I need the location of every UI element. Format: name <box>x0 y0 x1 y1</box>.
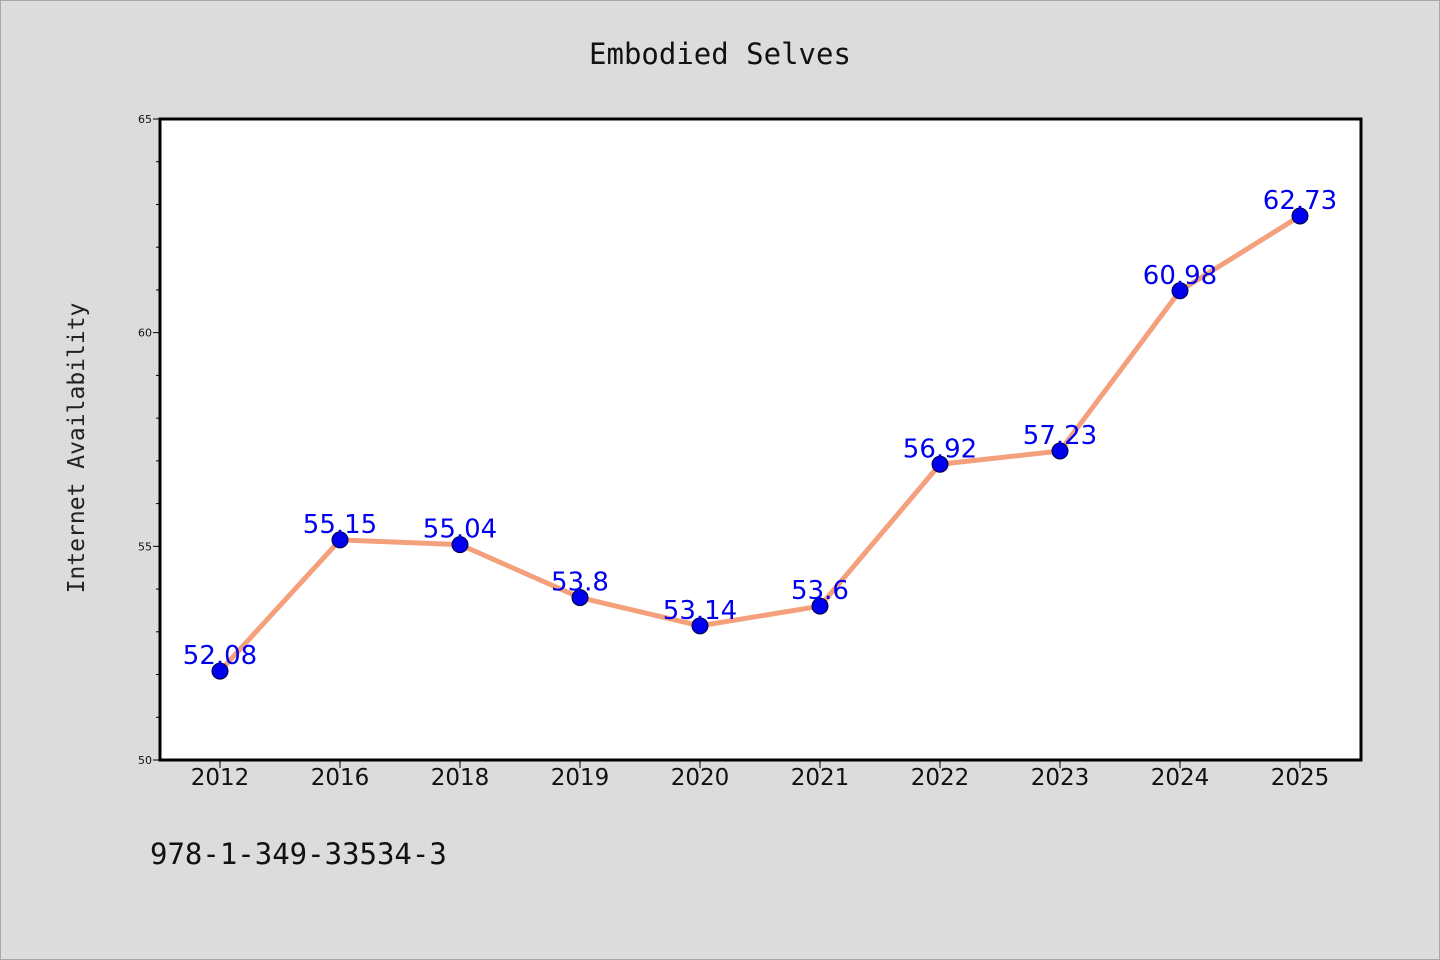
data-point <box>451 536 469 554</box>
x-tick-label: 2012 <box>191 765 250 791</box>
series: 52.08 55.15 55.04 53.8 53.14 53.6 56.92 57.23 60… <box>183 186 1337 680</box>
data-label: 56.92 <box>903 434 977 464</box>
x-tick-label: 2020 <box>671 765 730 791</box>
x-tick-label: 2021 <box>791 765 850 791</box>
data-point <box>1051 442 1069 460</box>
y-tick-label: 60 <box>138 327 152 340</box>
data-point <box>331 531 349 549</box>
data-label: 53.8 <box>551 568 609 598</box>
data-label: 53.14 <box>663 596 737 626</box>
data-point <box>1171 282 1189 300</box>
y-tick-label: 55 <box>138 540 152 553</box>
data-label: 57.23 <box>1023 421 1097 451</box>
x-tick-label: 2019 <box>551 765 610 791</box>
data-label: 55.15 <box>303 510 377 540</box>
x-tick-label: 2018 <box>431 765 490 791</box>
y-tick-label: 65 <box>138 113 152 126</box>
y-axis-label: Internet Availability <box>64 303 90 594</box>
y-tick-label: 50 <box>138 754 152 767</box>
data-point <box>931 455 949 473</box>
x-axis: 2012 2016 2018 2019 2020 2021 2022 2023 2024 2025 <box>191 760 1330 791</box>
plot-area <box>158 117 1363 762</box>
data-label: 62.73 <box>1263 186 1337 216</box>
data-point <box>691 617 709 635</box>
data-point <box>211 662 229 680</box>
chart-title: Embodied Selves <box>589 37 851 71</box>
data-label: 52.08 <box>183 641 257 671</box>
x-tick-label: 2022 <box>911 765 970 791</box>
data-point <box>811 597 829 615</box>
x-tick-label: 2016 <box>311 765 370 791</box>
y-axis: 50 55 60 65 <box>138 113 160 767</box>
data-point <box>1291 207 1309 225</box>
data-label: 60.98 <box>1143 261 1217 291</box>
data-point <box>571 589 589 607</box>
x-tick-label: 2025 <box>1271 765 1330 791</box>
data-label: 55.04 <box>423 515 497 545</box>
data-label: 53.6 <box>791 576 849 606</box>
x-tick-label: 2023 <box>1031 765 1090 791</box>
x-tick-label: 2024 <box>1151 765 1210 791</box>
isbn-text: 978-1-349-33534-3 <box>150 837 447 871</box>
series-line <box>218 213 1302 673</box>
